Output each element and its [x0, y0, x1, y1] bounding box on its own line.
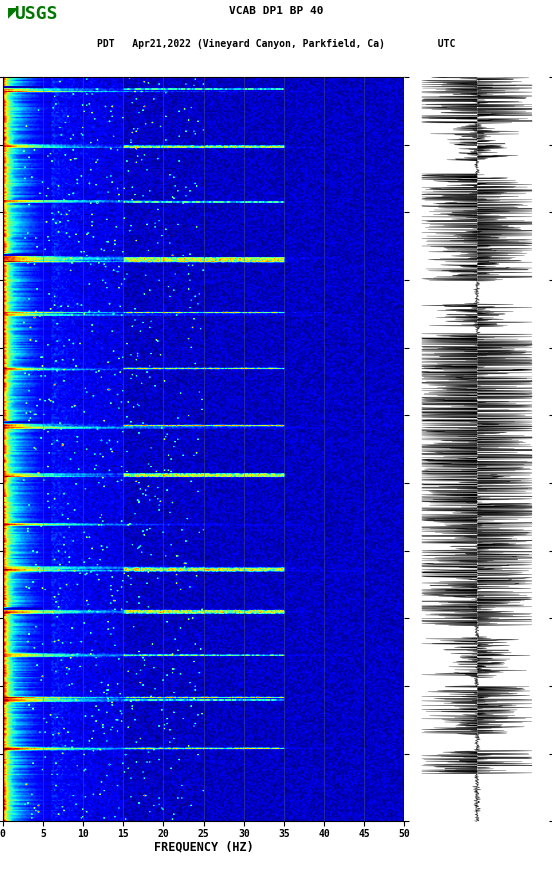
Text: VCAB DP1 BP 40: VCAB DP1 BP 40	[229, 6, 323, 16]
Text: USGS: USGS	[14, 5, 57, 23]
Text: FREQUENCY (HZ): FREQUENCY (HZ)	[153, 840, 253, 853]
Text: ◤: ◤	[8, 5, 19, 20]
Text: PDT   Apr21,2022 (Vineyard Canyon, Parkfield, Ca)         UTC: PDT Apr21,2022 (Vineyard Canyon, Parkfie…	[97, 39, 455, 49]
